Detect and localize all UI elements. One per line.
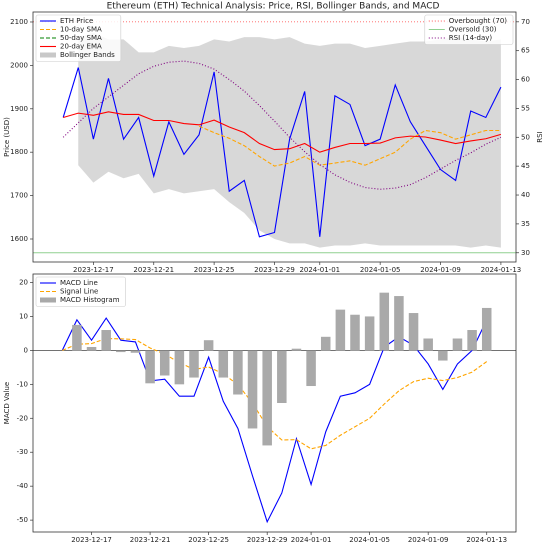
histogram-bar <box>189 350 199 378</box>
legend-box <box>35 276 126 307</box>
y2-tick-label: 30 <box>521 249 530 257</box>
series-line <box>62 337 488 450</box>
y-axis-label: MACD Value <box>3 382 11 424</box>
x-tick-label: 2024-01-13 <box>481 266 522 274</box>
x-tick-label: 2024-01-05 <box>349 536 390 544</box>
y-tick-label: 2000 <box>10 61 28 69</box>
legend-label: RSI (14-day) <box>449 34 493 42</box>
histogram-bar <box>277 350 287 403</box>
histogram-bar <box>423 338 433 351</box>
legend-label: Bollinger Bands <box>60 51 115 59</box>
y2-tick-label: 60 <box>521 76 530 84</box>
y-tick-label: 1800 <box>10 148 28 156</box>
x-tick-label: 2024-01-01 <box>299 266 340 274</box>
y-tick-label: 1900 <box>10 105 28 113</box>
y2-tick-label: 35 <box>521 220 530 228</box>
histogram-bar <box>335 309 346 351</box>
y-tick-label: 10 <box>19 312 28 320</box>
y-tick-label: 20 <box>19 278 28 286</box>
histogram-bar <box>159 350 170 376</box>
histogram-bar <box>247 350 258 429</box>
histogram-bar <box>72 324 82 351</box>
histogram-bar <box>481 307 492 351</box>
x-tick-label: 2023-12-25 <box>194 266 235 274</box>
y2-tick-label: 65 <box>521 47 530 55</box>
x-tick-label: 2023-12-25 <box>188 536 229 544</box>
histogram-bar <box>218 350 229 378</box>
chart-title: Ethereum (ETH) Technical Analysis: Price… <box>107 2 440 12</box>
histogram-bar <box>394 296 404 351</box>
y-tick-label: -50 <box>17 516 28 524</box>
legend-box <box>424 14 514 45</box>
x-tick-label: 2024-01-09 <box>408 536 449 544</box>
histogram-bar <box>408 313 419 351</box>
x-tick-label: 2023-12-17 <box>73 266 114 274</box>
y2-tick-label: 45 <box>521 162 530 170</box>
histogram-bar <box>467 330 477 351</box>
histogram-bar <box>145 350 155 384</box>
histogram-bar <box>350 314 360 351</box>
y-tick-label: 1600 <box>10 235 28 243</box>
legend-label: 50-day SMA <box>60 34 102 42</box>
histogram-bar <box>320 336 331 351</box>
y-tick-label: -40 <box>17 482 28 490</box>
histogram-bar <box>262 350 272 446</box>
x-tick-label: 2023-12-21 <box>133 266 174 274</box>
y-tick-label: 2100 <box>10 18 28 26</box>
x-tick-label: 2023-12-29 <box>247 536 288 544</box>
y-axis-label: Price (USD) <box>3 117 11 157</box>
legend-label: MACD Histogram <box>60 296 120 304</box>
y2-tick-label: 40 <box>521 191 530 199</box>
legend-box <box>35 14 122 62</box>
plot-frame <box>32 273 517 533</box>
legend-label: 10-day SMA <box>60 26 102 34</box>
y-tick-label: -20 <box>17 414 28 422</box>
y-tick-label: 1700 <box>10 192 28 200</box>
legend-swatch <box>40 297 56 303</box>
y-tick-label: 0 <box>24 346 28 354</box>
x-tick-label: 2024-01-13 <box>466 536 507 544</box>
histogram-bar <box>364 316 375 351</box>
histogram-bar <box>306 350 316 387</box>
x-tick-label: 2023-12-29 <box>254 266 295 274</box>
histogram-bar <box>452 338 463 351</box>
legend-label: Oversold (30) <box>449 26 497 34</box>
histogram-bar <box>86 346 97 351</box>
legend-swatch <box>40 52 56 58</box>
series-line <box>63 111 502 153</box>
histogram-bar <box>233 350 243 395</box>
x-tick-label: 2024-01-05 <box>360 266 401 274</box>
y2-tick-label: 70 <box>521 18 530 26</box>
series-line <box>198 125 501 167</box>
x-tick-label: 2024-01-09 <box>420 266 461 274</box>
y2-tick-label: 55 <box>521 104 530 112</box>
legend: Overbought (70)Oversold (30)RSI (14-day) <box>424 14 514 45</box>
histogram-bar <box>174 350 185 385</box>
y2-tick-label: 50 <box>521 133 530 141</box>
series-line <box>62 67 502 238</box>
histogram-bar <box>438 350 448 361</box>
legend-label: Overbought (70) <box>449 17 507 25</box>
x-tick-label: 2023-12-17 <box>71 536 112 544</box>
legend-label: ETH Price <box>60 17 93 25</box>
legend-label: MACD Line <box>60 279 98 287</box>
y-tick-label: -30 <box>17 448 28 456</box>
x-tick-label: 2023-12-21 <box>130 536 171 544</box>
histogram-bar <box>116 350 126 353</box>
histogram-bar <box>291 348 302 351</box>
legend-label: Signal Line <box>60 288 98 296</box>
y2-axis-label: RSI <box>536 131 544 142</box>
histogram-bar <box>203 340 214 351</box>
y-tick-label: -10 <box>17 380 28 388</box>
histogram-bar <box>379 292 390 351</box>
histogram-bar <box>101 330 111 351</box>
x-tick-label: 2024-01-01 <box>291 536 332 544</box>
histogram-bar <box>130 350 141 353</box>
legend-label: 20-day EMA <box>60 43 102 51</box>
